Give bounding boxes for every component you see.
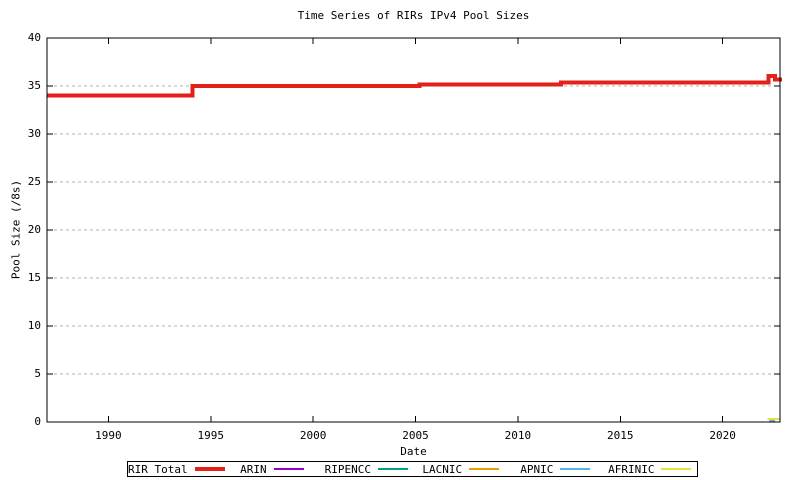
y-tick-label-40: 40 [27,31,41,44]
y-tick-label-15: 15 [27,271,41,284]
y-tick-label-30: 30 [27,127,41,140]
chart-title: Time Series of RIRs IPv4 Pool Sizes [297,9,530,22]
legend-line-swatch [273,468,304,470]
legend-line-swatch [560,468,591,470]
legend-entry-ripencc: RIPENCC [319,462,413,476]
y-tick-label-20: 20 [27,223,41,236]
x-tick-label-2000: 2000 [299,429,327,442]
legend-entry-arin: ARIN [225,462,319,476]
legend-label: AFRINIC [608,462,655,476]
x-tick-label-1990: 1990 [95,429,122,442]
x-tick-label-1995: 1995 [197,429,225,442]
legend-label: APNIC [520,462,554,476]
x-tick-label-2005: 2005 [402,429,429,442]
y-tick-label-35: 35 [27,79,41,92]
legend-entry-afrinic: AFRINIC [603,462,697,476]
x-tick-label-2015: 2015 [607,429,634,442]
y-tick-label-5: 5 [34,367,41,380]
legend-entry-rir-total: RIR Total [128,462,225,476]
legend: RIR Total ARIN RIPENCC LACNIC APNIC AFRINIC [127,461,698,477]
legend-label: RIPENCC [324,462,371,476]
legend-label: RIR Total [128,462,188,476]
series-line-rir-total [47,73,782,98]
legend-label: ARIN [240,462,267,476]
x-tick-label-2010: 2010 [504,429,532,442]
y-tick-label-10: 10 [27,319,41,332]
legend-line-swatch [194,467,225,471]
legend-entry-lacnic: LACNIC [414,462,508,476]
y-tick-label-25: 25 [27,175,41,188]
x-axis-label: Date [400,445,427,458]
x-tick-label-2020: 2020 [709,429,736,442]
legend-line-swatch [469,468,500,470]
legend-line-swatch [661,468,692,470]
y-tick-label-0: 0 [34,415,41,428]
legend-entry-apnic: APNIC [508,462,602,476]
y-axis-label: Pool Size (/8s) [9,179,23,280]
legend-line-swatch [378,468,408,470]
legend-label: LACNIC [422,462,463,476]
